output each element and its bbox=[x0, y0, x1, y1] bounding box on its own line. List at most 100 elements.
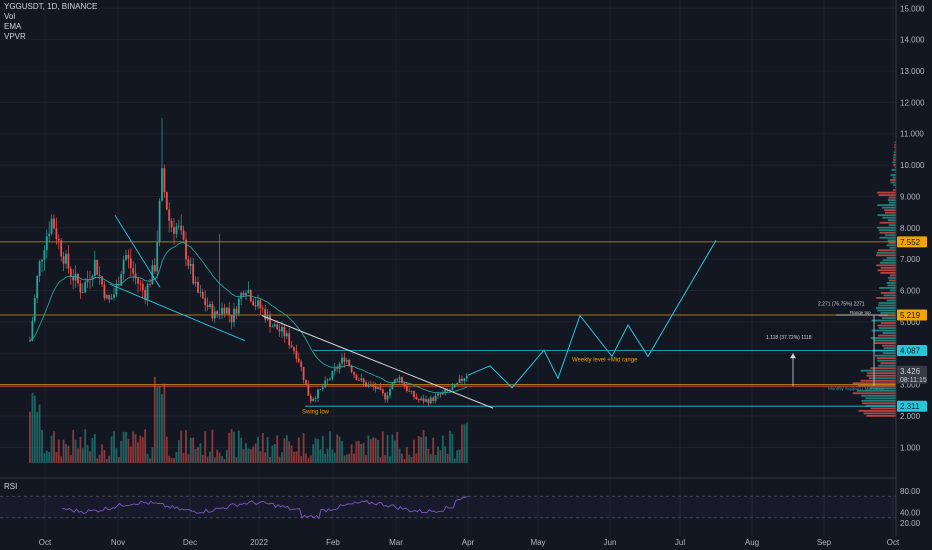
vpvr-bar bbox=[878, 249, 896, 252]
candle-body bbox=[329, 378, 331, 380]
volume-bar bbox=[293, 451, 295, 463]
volume-bar bbox=[79, 436, 82, 463]
legend-ema[interactable]: EMA bbox=[4, 22, 22, 31]
volume-bar bbox=[261, 433, 264, 463]
candle-body bbox=[437, 393, 439, 396]
volume-bar bbox=[149, 458, 151, 463]
vpvr-bar bbox=[857, 384, 896, 387]
candle-body bbox=[146, 283, 149, 300]
price-tag bbox=[897, 236, 927, 248]
x-tick-label: Aug bbox=[745, 538, 759, 547]
vpvr-bar bbox=[869, 387, 896, 390]
volume-bar bbox=[161, 394, 163, 463]
volume-bar bbox=[211, 429, 214, 463]
rsi-label[interactable]: RSI bbox=[4, 482, 18, 491]
vpvr-bar bbox=[883, 347, 896, 350]
candle-body bbox=[211, 304, 214, 319]
candle-body bbox=[257, 300, 259, 307]
vpvr-bar bbox=[886, 281, 896, 284]
vpvr-bar bbox=[876, 251, 896, 254]
volume-bar bbox=[168, 455, 171, 463]
volume-bar bbox=[444, 446, 447, 463]
volume-bar bbox=[173, 458, 175, 463]
volume-bar bbox=[273, 444, 276, 463]
candle-body bbox=[410, 390, 413, 392]
volume-bar bbox=[321, 435, 324, 463]
volume-bar bbox=[151, 447, 154, 463]
volume-bar bbox=[242, 449, 245, 463]
volume-bar bbox=[360, 443, 363, 463]
candle-body bbox=[149, 283, 151, 285]
price-tag bbox=[897, 365, 927, 384]
candle-body bbox=[228, 307, 231, 315]
candle-body bbox=[319, 388, 322, 390]
vpvr-bar bbox=[886, 244, 896, 247]
vpvr-bar bbox=[894, 186, 896, 189]
candle-body bbox=[434, 395, 437, 401]
candle-body bbox=[264, 309, 267, 320]
candle-body bbox=[81, 292, 84, 294]
legend-vol[interactable]: Vol bbox=[4, 12, 16, 21]
candle-body bbox=[312, 398, 315, 402]
volume-bar bbox=[422, 429, 425, 463]
candle-body bbox=[266, 314, 269, 320]
volume-bar bbox=[132, 431, 135, 463]
candle-body bbox=[429, 397, 432, 404]
candle-body bbox=[180, 225, 183, 231]
x-tick-label: Oct bbox=[887, 538, 900, 547]
vpvr-bar bbox=[889, 201, 896, 204]
volume-bar bbox=[281, 452, 283, 463]
candle-body bbox=[223, 307, 226, 314]
vpvr-bar bbox=[858, 409, 896, 412]
legend-vpvr[interactable]: VPVR bbox=[4, 32, 26, 41]
candle-body bbox=[62, 256, 65, 264]
candle-body bbox=[372, 384, 375, 387]
vpvr-bar bbox=[879, 231, 896, 234]
volume-bar bbox=[441, 435, 444, 463]
candle-body bbox=[79, 283, 82, 293]
vpvr-bar bbox=[884, 211, 896, 214]
candle-body bbox=[353, 371, 355, 375]
volume-bar bbox=[331, 449, 334, 463]
candle-body bbox=[137, 278, 139, 284]
symbol-title[interactable]: YGGUSDT, 1D, BINANCE bbox=[4, 2, 98, 11]
y-tick-label: 5.000 bbox=[900, 318, 921, 327]
volume-bar bbox=[48, 452, 51, 463]
vpvr-bar bbox=[893, 156, 896, 159]
volume-bar bbox=[396, 431, 399, 463]
candle-body bbox=[281, 326, 283, 332]
vpvr-bar bbox=[873, 339, 896, 342]
rsi-band bbox=[0, 496, 896, 518]
volume-bar bbox=[377, 439, 379, 463]
vpvr-bar bbox=[880, 292, 896, 294]
volume-bar bbox=[326, 448, 329, 463]
volume-bar bbox=[410, 456, 413, 463]
volume-bar bbox=[170, 458, 173, 463]
volume-bar bbox=[453, 458, 456, 463]
volume-bar bbox=[348, 454, 351, 463]
x-tick-label: Apr bbox=[462, 538, 475, 547]
volume-bar bbox=[153, 376, 156, 463]
vpvr-bar bbox=[878, 327, 896, 329]
candle-body bbox=[441, 392, 444, 395]
vpvr-bar bbox=[887, 219, 896, 222]
volume-bar bbox=[60, 456, 63, 463]
candle-body bbox=[321, 387, 324, 389]
volume-bars bbox=[29, 376, 468, 463]
x-tick-label: Dec bbox=[183, 538, 197, 547]
candle-body bbox=[134, 273, 137, 279]
volume-bar bbox=[362, 443, 365, 463]
volume-bar bbox=[290, 445, 293, 463]
volume-bar bbox=[456, 450, 459, 463]
vpvr-bar bbox=[886, 256, 896, 259]
rsi-tick-label: 40.00 bbox=[900, 508, 921, 517]
volume-bar bbox=[180, 430, 183, 463]
volume-bar bbox=[144, 429, 147, 463]
vpvr-bar bbox=[876, 264, 896, 267]
vpvr-bar bbox=[877, 359, 896, 362]
candle-body bbox=[165, 192, 168, 210]
volume-bar bbox=[254, 443, 257, 463]
volume-bar bbox=[353, 453, 355, 463]
vpvr-bar bbox=[861, 399, 896, 402]
